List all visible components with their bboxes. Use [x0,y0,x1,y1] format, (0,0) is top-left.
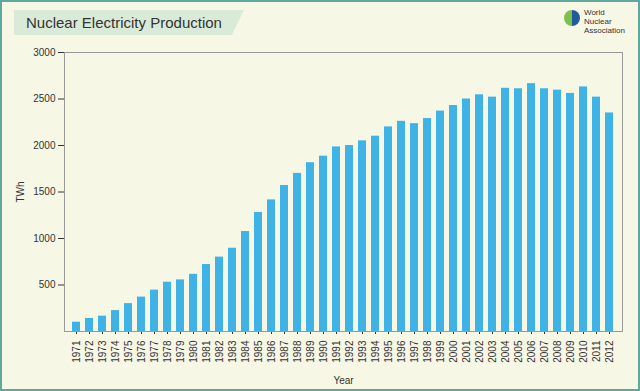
svg-text:1972: 1972 [84,340,95,363]
svg-text:1991: 1991 [331,340,342,363]
svg-text:1980: 1980 [188,340,199,363]
svg-text:2012: 2012 [604,340,615,363]
svg-text:1995: 1995 [383,340,394,363]
svg-text:1982: 1982 [214,340,225,363]
svg-text:1984: 1984 [240,340,251,363]
svg-text:1000: 1000 [33,233,56,244]
svg-text:1981: 1981 [201,340,212,363]
svg-text:2000: 2000 [448,340,459,363]
svg-text:2001: 2001 [461,340,472,363]
svg-text:2002: 2002 [474,340,485,363]
svg-text:1997: 1997 [409,340,420,363]
svg-text:1999: 1999 [435,340,446,363]
svg-text:1990: 1990 [318,340,329,363]
svg-text:2007: 2007 [539,340,550,363]
svg-text:1500: 1500 [33,186,56,197]
svg-text:1996: 1996 [396,340,407,363]
svg-text:1998: 1998 [422,340,433,363]
svg-text:1973: 1973 [97,340,108,363]
html-text:Nuclear Electricity Production: Nuclear Electricity Production [26,14,222,31]
svg-text:2008: 2008 [552,340,563,363]
html-text:World: World [584,8,605,17]
svg-text:500: 500 [39,279,56,290]
svg-text:Year: Year [333,375,354,386]
html-text:Nuclear: Nuclear [584,17,612,26]
svg-text:1988: 1988 [292,340,303,363]
svg-text:1993: 1993 [357,340,368,363]
svg-text:2004: 2004 [500,340,511,363]
svg-text:1986: 1986 [266,340,277,363]
svg-text:2006: 2006 [526,340,537,363]
svg-text:1985: 1985 [253,340,264,363]
svg-text:2500: 2500 [33,93,56,104]
svg-text:2000: 2000 [33,140,56,151]
svg-text:1974: 1974 [110,340,121,363]
svg-text:1977: 1977 [149,340,160,363]
svg-text:1975: 1975 [123,340,134,363]
svg-text:1971: 1971 [71,340,82,363]
svg-text:2005: 2005 [513,340,524,363]
svg-text:3000: 3000 [33,47,56,58]
svg-text:1978: 1978 [162,340,173,363]
svg-text:1992: 1992 [344,340,355,363]
svg-text:1976: 1976 [136,340,147,363]
svg-text:1987: 1987 [279,340,290,363]
svg-text:1983: 1983 [227,340,238,363]
svg-text:1979: 1979 [175,340,186,363]
svg-text:TWh: TWh [15,181,26,202]
svg-text:1989: 1989 [305,340,316,363]
svg-text:1994: 1994 [370,340,381,363]
svg-text:2009: 2009 [565,340,576,363]
html-text:Association: Association [584,26,625,35]
svg-text:2011: 2011 [591,340,602,362]
svg-text:2010: 2010 [578,340,589,363]
svg-text:2003: 2003 [487,340,498,363]
